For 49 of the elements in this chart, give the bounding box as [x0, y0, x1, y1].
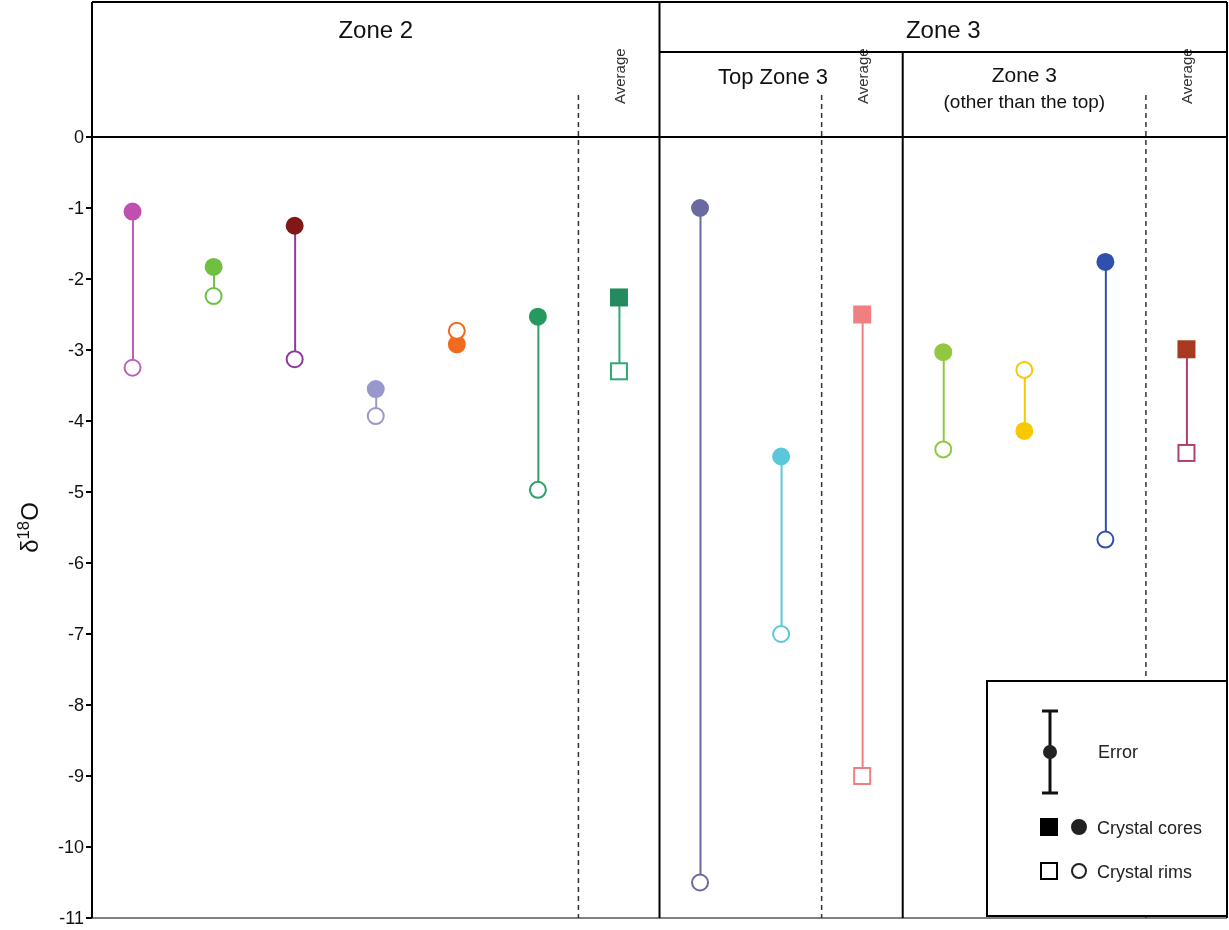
y-tick-label: -7 — [67, 624, 84, 645]
point — [447, 321, 466, 340]
annotation: Crystal cores — [1097, 818, 1203, 838]
y-tick-label: -2 — [67, 269, 84, 290]
y-tick-label: -4 — [67, 411, 84, 432]
x-tick-label: Average — [854, 48, 872, 104]
point — [204, 287, 223, 306]
text: Zone 3 — [905, 16, 981, 43]
text: Zone 2 — [338, 16, 414, 43]
y-tick-label: -6 — [67, 553, 84, 574]
y-tick-label: -9 — [67, 766, 84, 787]
point — [934, 440, 953, 459]
point — [366, 407, 385, 426]
annotation: Error — [1098, 742, 1138, 762]
point — [528, 307, 547, 326]
point — [1015, 360, 1034, 379]
point — [1096, 530, 1115, 549]
point — [366, 380, 385, 399]
point — [691, 199, 710, 217]
point — [772, 625, 791, 643]
point — [853, 767, 872, 785]
point — [772, 447, 791, 466]
text: Top Zone 3 — [717, 64, 829, 89]
point — [1177, 443, 1196, 462]
point — [123, 202, 142, 221]
x-tick-label: Average — [610, 48, 628, 104]
annotation: Crystal rims — [1097, 862, 1192, 882]
y-tick-label: -11 — [59, 908, 84, 929]
text: Zone 3 (other than the top) — [943, 63, 1106, 112]
x-tick-label: Average — [1178, 48, 1196, 104]
y-tick-label: -8 — [67, 695, 84, 716]
point — [285, 350, 304, 369]
y-tick-label: -10 — [57, 837, 84, 858]
point — [691, 873, 710, 892]
point — [609, 288, 628, 307]
point — [1096, 252, 1115, 271]
point — [123, 358, 142, 377]
point — [528, 480, 547, 499]
point — [1177, 340, 1196, 359]
point — [204, 257, 223, 276]
y-tick-label: -1 — [67, 198, 84, 219]
point — [853, 305, 872, 324]
point — [1015, 421, 1034, 440]
y-tick-label: -5 — [67, 482, 84, 503]
y-tick-label: 0 — [73, 127, 84, 148]
point — [934, 343, 953, 362]
point — [609, 362, 628, 381]
y-tick-label: -3 — [67, 340, 84, 361]
point — [285, 216, 304, 235]
